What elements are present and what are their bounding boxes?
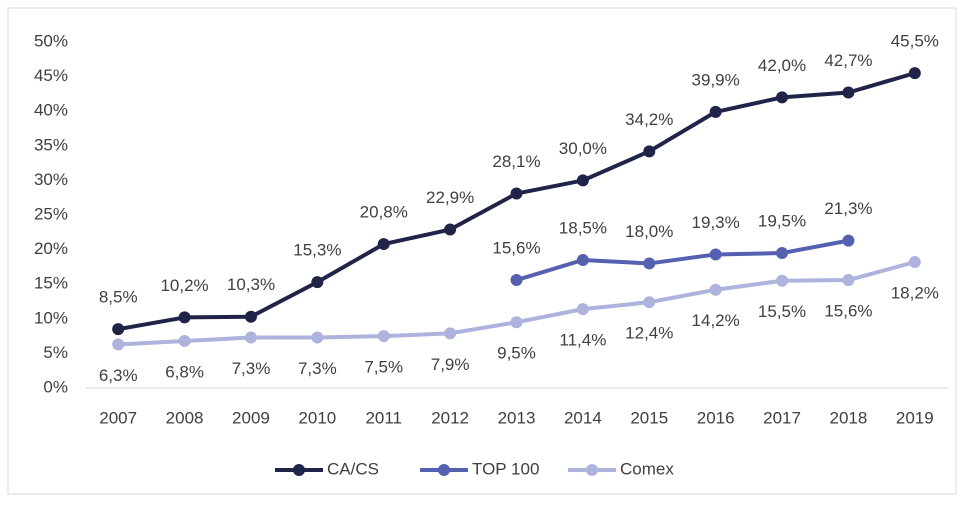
legend-marker xyxy=(586,464,598,476)
point xyxy=(311,331,324,344)
data-label: 19,3% xyxy=(692,213,740,232)
chart-frame xyxy=(7,7,957,495)
data-label: 15,6% xyxy=(824,302,872,321)
point xyxy=(244,310,257,323)
data-label: 18,5% xyxy=(559,218,607,237)
x-tick-label: 2015 xyxy=(630,408,668,427)
point xyxy=(576,174,589,187)
data-label: 19,5% xyxy=(758,212,806,231)
point xyxy=(576,303,589,316)
legend-label: Comex xyxy=(620,459,674,478)
y-tick-label: 30% xyxy=(34,170,68,189)
point xyxy=(776,91,789,104)
data-label: 34,2% xyxy=(625,110,673,129)
data-label: 8,5% xyxy=(99,288,138,307)
series-line xyxy=(515,238,849,282)
x-tick-label: 2018 xyxy=(830,408,868,427)
legend-label: CA/CS xyxy=(327,459,379,478)
point xyxy=(377,330,390,343)
data-label: 45,5% xyxy=(891,32,939,51)
data-label: 7,5% xyxy=(364,358,403,377)
x-tick-label: 2014 xyxy=(564,408,602,427)
y-tick-label: 5% xyxy=(43,343,68,362)
legend-marker xyxy=(293,464,305,476)
data-label: 7,3% xyxy=(232,359,271,378)
data-label: 7,3% xyxy=(298,359,337,378)
point xyxy=(709,248,722,261)
point xyxy=(643,257,656,270)
x-tick-label: 2016 xyxy=(697,408,735,427)
data-label: 28,1% xyxy=(492,152,540,171)
data-label: 6,8% xyxy=(165,362,204,381)
point xyxy=(709,105,722,118)
point xyxy=(643,145,656,158)
y-tick-label: 40% xyxy=(34,101,68,120)
legend-marker xyxy=(438,464,450,476)
point xyxy=(908,256,921,269)
data-label: 20,8% xyxy=(360,203,408,222)
x-tick-label: 2010 xyxy=(298,408,336,427)
y-tick-label: 25% xyxy=(34,204,68,223)
point xyxy=(842,274,855,287)
point xyxy=(776,247,789,260)
point xyxy=(178,334,191,347)
data-label: 12,4% xyxy=(625,324,673,343)
data-label: 10,3% xyxy=(227,275,275,294)
legend-label: TOP 100 xyxy=(472,459,539,478)
x-tick-label: 2008 xyxy=(166,408,204,427)
data-label: 11,4% xyxy=(559,331,606,350)
point xyxy=(444,223,457,236)
point xyxy=(709,283,722,296)
data-label: 21,3% xyxy=(824,199,872,218)
data-label: 15,6% xyxy=(492,239,540,258)
data-label: 14,2% xyxy=(692,311,740,330)
data-label: 6,3% xyxy=(99,366,138,385)
y-tick-label: 10% xyxy=(34,308,68,327)
data-label: 30,0% xyxy=(559,139,607,158)
data-label: 39,9% xyxy=(692,70,740,89)
point xyxy=(908,67,921,80)
x-tick-label: 2009 xyxy=(232,408,270,427)
data-label: 42,7% xyxy=(824,51,872,70)
y-tick-label: 45% xyxy=(34,66,68,85)
point xyxy=(842,86,855,99)
point xyxy=(244,331,257,344)
point xyxy=(842,234,855,247)
point xyxy=(643,296,656,309)
y-tick-label: 15% xyxy=(34,274,68,293)
point xyxy=(510,187,523,200)
y-tick-label: 50% xyxy=(34,31,68,50)
data-label: 9,5% xyxy=(497,344,536,363)
data-label: 18,2% xyxy=(891,284,939,303)
point xyxy=(311,276,324,289)
y-tick-label: 0% xyxy=(43,377,68,396)
x-tick-label: 2017 xyxy=(763,408,801,427)
point xyxy=(510,274,523,287)
x-tick-label: 2007 xyxy=(99,408,137,427)
y-tick-label: 20% xyxy=(34,239,68,258)
x-tick-label: 2013 xyxy=(498,408,536,427)
point xyxy=(510,316,523,329)
data-label: 15,3% xyxy=(293,241,341,260)
y-tick-label: 35% xyxy=(34,135,68,154)
data-label: 18,0% xyxy=(625,222,673,241)
data-label: 10,2% xyxy=(160,276,208,295)
x-tick-label: 2011 xyxy=(365,408,402,427)
x-tick-label: 2012 xyxy=(431,408,469,427)
data-label: 7,9% xyxy=(431,355,470,374)
point xyxy=(178,311,191,324)
point xyxy=(776,274,789,287)
point xyxy=(112,323,125,336)
data-label: 15,5% xyxy=(758,302,806,321)
x-tick-label: 2019 xyxy=(896,408,934,427)
point xyxy=(576,253,589,266)
point xyxy=(377,238,390,251)
point xyxy=(112,338,125,351)
data-label: 42,0% xyxy=(758,56,806,75)
data-label: 22,9% xyxy=(426,188,474,207)
point xyxy=(444,327,457,340)
